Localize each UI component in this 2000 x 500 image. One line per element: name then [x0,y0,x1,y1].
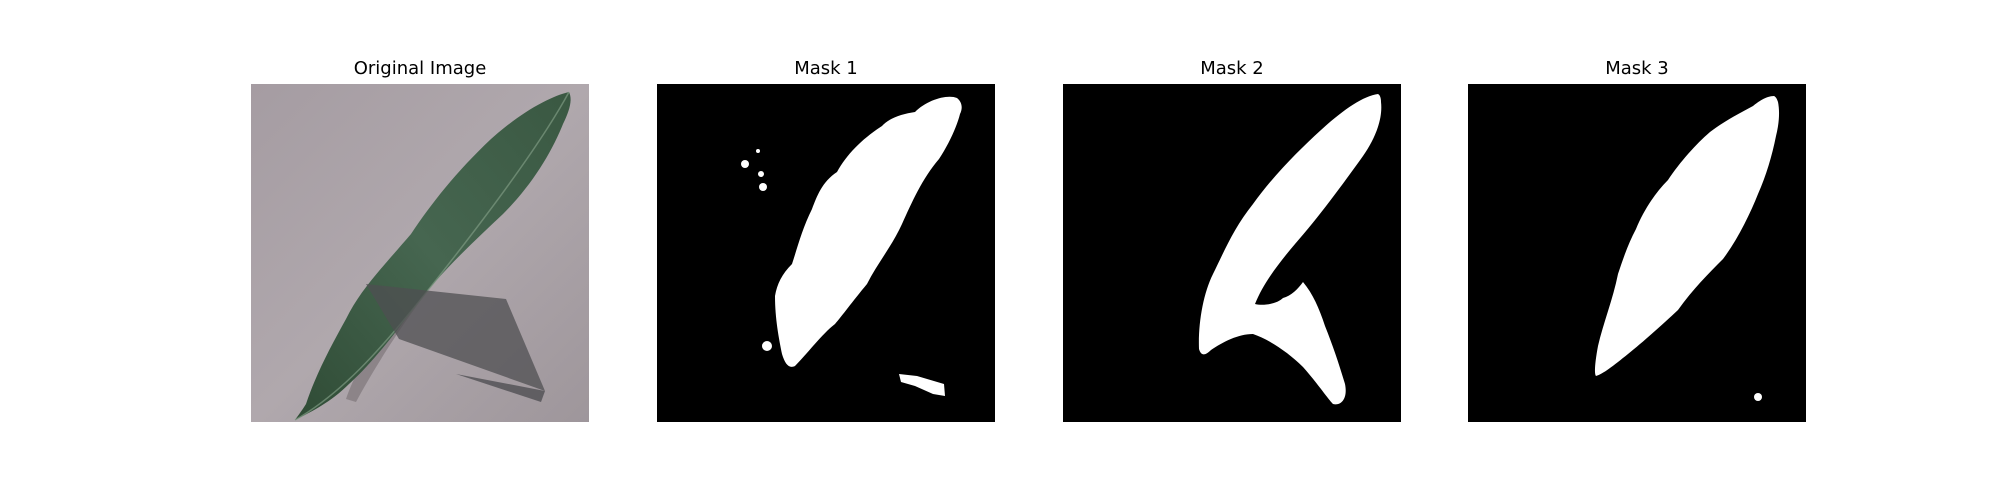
original-image [251,84,589,422]
mask-3-image [1468,84,1806,422]
original-image-panel: Original Image [251,58,589,422]
mask-1-speck [759,183,767,191]
mask-1-speck [741,160,749,168]
mask-1-speck [758,171,764,177]
mask-2-panel: Mask 2 [1063,58,1401,422]
panel-title-mask-2: Mask 2 [1200,58,1264,79]
panel-title-original-image: Original Image [353,58,487,79]
leaf [295,92,571,420]
mask-2-leaf-blob [1198,94,1382,405]
mask-1-speck [762,341,772,351]
mask-3-leaf-blob [1594,96,1780,376]
mask-3-speck [1754,393,1762,401]
panel-title-mask-1: Mask 1 [794,58,858,79]
mask-1-shadow-fragment [899,374,945,396]
mask-3-panel: Mask 3 [1468,58,1806,422]
shadow-triangle-upper [366,284,545,391]
mask-1-speck [756,149,760,153]
mask-1-image [657,84,995,422]
mask-1-panel: Mask 1 [657,58,995,422]
panel-title-mask-3: Mask 3 [1605,58,1669,79]
mask-2-image [1063,84,1401,422]
mask-1-leaf-blob [775,96,962,367]
shadow-triangle-lower [456,374,545,402]
